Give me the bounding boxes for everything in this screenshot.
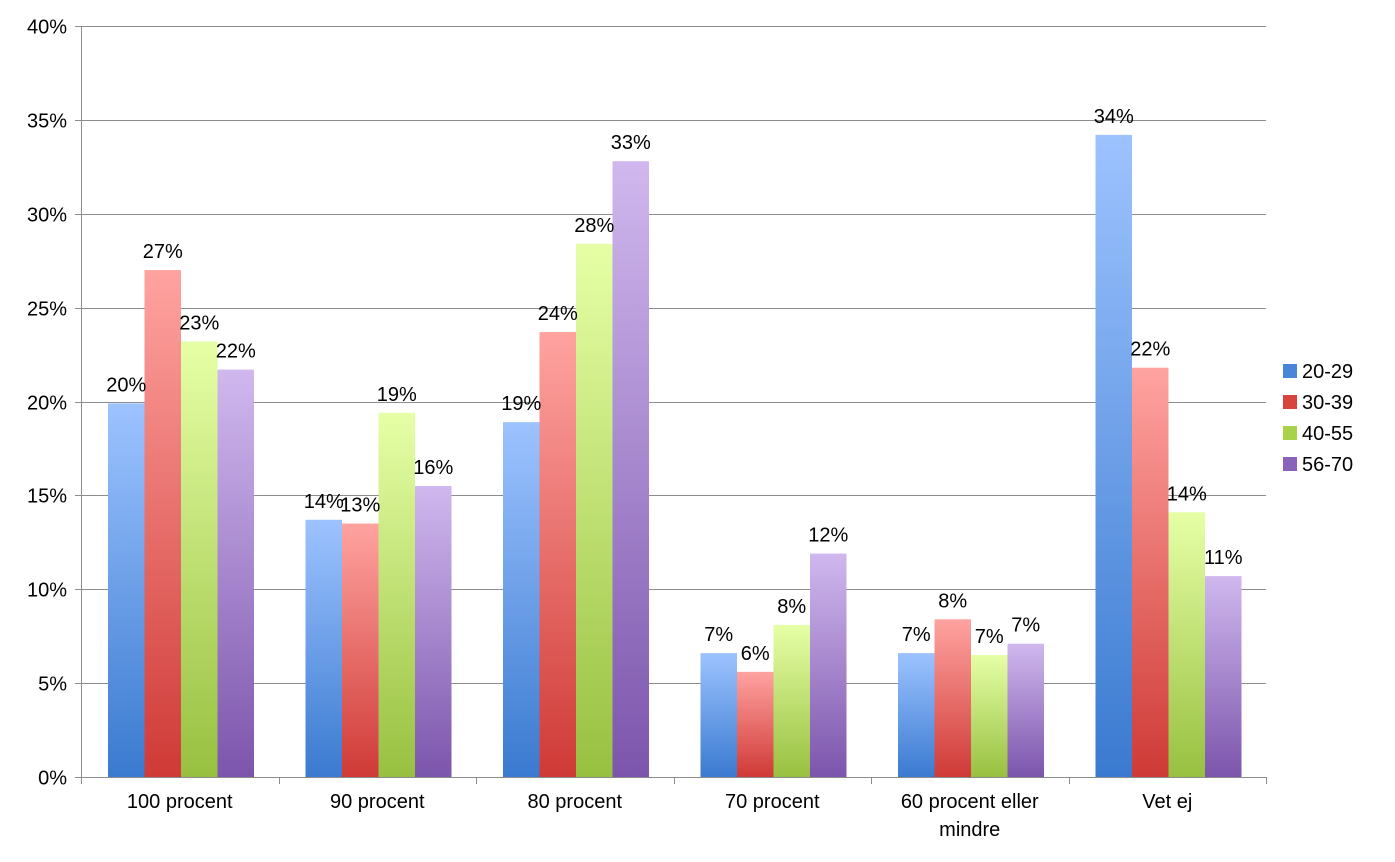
legend-label: 30-39 [1302,392,1353,414]
y-tick-label: 15% [27,486,67,508]
bar-56-70-2 [612,161,649,777]
legend-swatch-20-29 [1283,364,1297,378]
data-label: 12% [808,525,848,547]
legend-label: 20-29 [1302,361,1353,383]
legend-label: 40-55 [1302,423,1353,445]
data-label: 27% [143,241,183,263]
axes: 0% 5% 10% 15% 20% 25% 30% 35% 40% 100 procent 90 p… [27,17,1267,841]
data-label: 19% [501,393,541,415]
bar-20-29-1 [305,519,342,777]
data-label: 7% [975,626,1004,648]
data-labels: 20% 14% 19% 7% 7% 34% 27% 13% 24% 6% 8% 22% 23% 19% 28… [106,106,1243,665]
bar-40-55-1 [378,412,415,777]
x-category-label: 80 procent [527,791,622,813]
data-label: 34% [1094,106,1134,128]
legend-swatch-30-39 [1283,395,1297,409]
y-tick-label: 10% [27,580,67,602]
y-tick-label: 30% [27,205,67,227]
bar-30-39-0 [144,270,181,777]
data-label: 14% [1167,483,1207,505]
data-label: 22% [1130,339,1170,361]
bar-56-70-4 [1007,643,1044,777]
bar-40-55-5 [1168,512,1205,777]
x-category-label: Vet ej [1142,791,1192,813]
data-label: 8% [938,590,967,612]
x-category-label: 60 procent eller mindre [901,791,1039,841]
bar-40-55-4 [971,654,1008,777]
data-label: 7% [902,624,931,646]
data-label: 6% [741,643,770,665]
bar-40-55-2 [576,243,613,778]
legend-label: 56-70 [1302,454,1353,476]
data-label: 7% [704,624,733,646]
x-category-label: 100 procent [127,791,233,813]
bars [108,134,1242,778]
data-label: 13% [340,495,380,517]
data-label: 22% [216,341,256,363]
y-tick-label: 35% [27,111,67,133]
data-label: 11% [1204,547,1243,569]
data-label: 28% [574,215,614,237]
y-tick-label: 5% [38,674,67,696]
data-label: 20% [106,374,146,396]
y-tick-label: 25% [27,299,67,321]
x-category-label: 70 procent [725,791,820,813]
data-label: 19% [377,384,417,406]
bar-30-39-5 [1132,367,1169,777]
bar-56-70-3 [810,553,847,777]
legend-swatch-40-55 [1283,426,1297,440]
bar-30-39-3 [737,671,774,777]
bar-40-55-0 [181,341,218,777]
y-tick-label: 20% [27,393,67,415]
legend-swatch-56-70 [1283,457,1297,471]
y-tick-label: 40% [27,17,67,39]
data-label: 8% [777,596,806,618]
legend: 20-29 30-39 40-55 56-70 [1283,361,1353,476]
data-label: 23% [179,312,219,334]
y-tick-label: 0% [38,768,67,790]
bar-20-29-0 [108,403,145,777]
bar-40-55-3 [773,624,810,777]
gridlines [81,26,1266,684]
bar-30-39-2 [539,332,576,777]
data-label: 33% [611,132,651,154]
bar-20-29-5 [1095,134,1132,777]
data-label: 14% [304,491,344,513]
bar-20-29-3 [700,653,737,777]
data-label: 7% [1011,615,1040,637]
bar-56-70-5 [1205,576,1242,777]
bar-20-29-2 [503,422,540,777]
data-label: 24% [538,303,578,325]
bar-20-29-4 [898,653,935,777]
data-label: 16% [413,457,453,479]
bar-30-39-4 [934,619,971,777]
bar-56-70-1 [415,485,452,777]
x-category-label: 90 procent [330,791,425,813]
bar-30-39-1 [342,523,379,777]
bar-56-70-0 [217,369,254,777]
